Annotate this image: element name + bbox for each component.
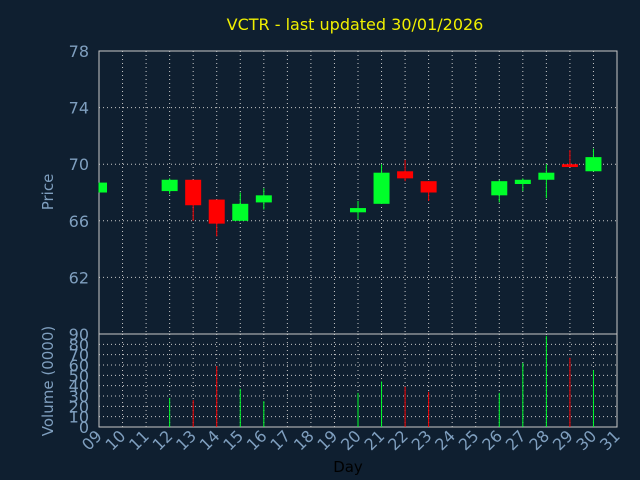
volume-tick-label: 30: [69, 387, 89, 406]
volume-axis-label: Volume (0000): [39, 326, 57, 436]
price-tick-label: 62: [69, 268, 89, 287]
candle-body: [420, 181, 437, 193]
chart-title: VCTR - last updated 30/01/2026: [227, 15, 484, 34]
candle: [350, 200, 366, 220]
candle-body: [397, 171, 414, 179]
price-axis-label: Price: [39, 174, 57, 211]
candle: [420, 181, 437, 201]
volume-tick-label: 60: [69, 356, 89, 375]
price-tick-label: 74: [69, 99, 89, 118]
candle-body: [491, 181, 508, 196]
candle-body: [161, 179, 178, 192]
candle-body: [232, 203, 249, 221]
candle: [232, 192, 249, 221]
volume-tick-label: 50: [69, 366, 89, 385]
candle: [98, 182, 107, 193]
volume-tick-label: 90: [69, 325, 89, 344]
candle: [491, 179, 508, 203]
candle: [208, 199, 225, 237]
volume-tick-label: 80: [69, 335, 89, 354]
price-tick-label: 66: [69, 212, 89, 231]
price-panel: 62 66 70 74 78: [69, 42, 618, 335]
candle-body: [538, 172, 555, 180]
candle-body: [514, 179, 531, 185]
candle-body: [585, 157, 602, 172]
candle: [514, 178, 531, 192]
price-tick-label: 78: [69, 42, 89, 61]
volume-tick-label: 40: [69, 377, 89, 396]
candle: [538, 164, 555, 199]
candle: [161, 178, 178, 194]
volume-tick-label: 20: [69, 397, 89, 416]
volume-tick-label: 10: [69, 408, 89, 427]
candle: [397, 159, 414, 182]
candle: [255, 188, 272, 210]
candle-body: [561, 164, 578, 168]
candle: [561, 150, 578, 168]
volume-tick-label: 70: [69, 346, 89, 365]
x-axis-label: Day: [333, 458, 363, 476]
candle-body: [255, 195, 272, 203]
x-tick-labels: 0910111213141516171819202122232425262728…: [78, 426, 624, 454]
candle: [185, 179, 202, 221]
candle: [585, 148, 602, 172]
candle-body: [373, 172, 390, 204]
candle-body: [99, 182, 107, 193]
candle-body: [185, 179, 202, 206]
volume-tick-label: 0: [79, 418, 89, 437]
candle: [373, 164, 390, 204]
candle-body: [350, 208, 366, 213]
candle-body: [208, 199, 225, 224]
price-tick-label: 70: [69, 155, 89, 174]
